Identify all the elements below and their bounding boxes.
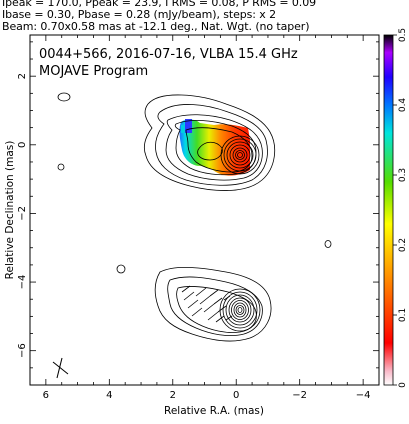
colorbar-tick-label: 0.4	[398, 98, 408, 113]
x-tick-label: 4	[106, 390, 112, 401]
header-line-2: Ibase = 0.30, Pbase = 0.28 (mJy/beam), s…	[2, 8, 277, 21]
y-tick-label: −6	[17, 343, 28, 358]
colorbar-tick-label: 0.2	[398, 238, 408, 252]
x-tick-label: 0	[233, 390, 239, 401]
y-axis-label: Relative Declination (mas)	[4, 141, 16, 280]
colorbar-tick-label: 0.1	[398, 308, 408, 322]
polarization-patch	[179, 119, 250, 176]
header-line-3: Beam: 0.70x0.58 mas at -12.1 deg., Nat. …	[2, 20, 310, 33]
chart-title: 0044+566, 2016-07-16, VLBA 15.4 GHz	[39, 47, 298, 62]
colorbar-tick-label: 0.3	[398, 168, 408, 182]
evpa-vectors	[181, 285, 233, 323]
y-tick-label: −4	[17, 275, 28, 290]
x-tick-label: −2	[292, 390, 307, 401]
tick-labels: 6 4 2 0 −2 −4 2 0 −2 −4 −6	[17, 73, 371, 401]
beam-symbol	[52, 357, 69, 379]
isolated-contours	[57, 92, 332, 274]
chart-subtitle: MOJAVE Program	[39, 64, 148, 79]
colorbar-ticks: 0 0.1 0.2 0.3 0.4 0.5	[393, 28, 408, 388]
y-tick-label: 0	[17, 142, 28, 148]
colorbar	[384, 35, 393, 385]
y-tick-label: −2	[17, 206, 28, 221]
axis-ticks	[29, 35, 380, 386]
y-tick-label: 2	[17, 73, 28, 79]
x-axis-label: Relative R.A. (mas)	[164, 405, 264, 417]
colorbar-tick-label: 0.5	[398, 28, 408, 42]
x-tick-label: 2	[170, 390, 176, 401]
upper-contours	[144, 94, 276, 191]
plot-frame	[29, 34, 380, 386]
header-line-1: Ipeak = 170.0, Ppeak = 23.9, I RMS = 0.0…	[2, 0, 316, 9]
colorbar-tick-label: 0	[398, 382, 408, 388]
lower-contours	[154, 266, 272, 342]
x-tick-label: 6	[43, 390, 49, 401]
x-tick-label: −4	[356, 390, 371, 401]
